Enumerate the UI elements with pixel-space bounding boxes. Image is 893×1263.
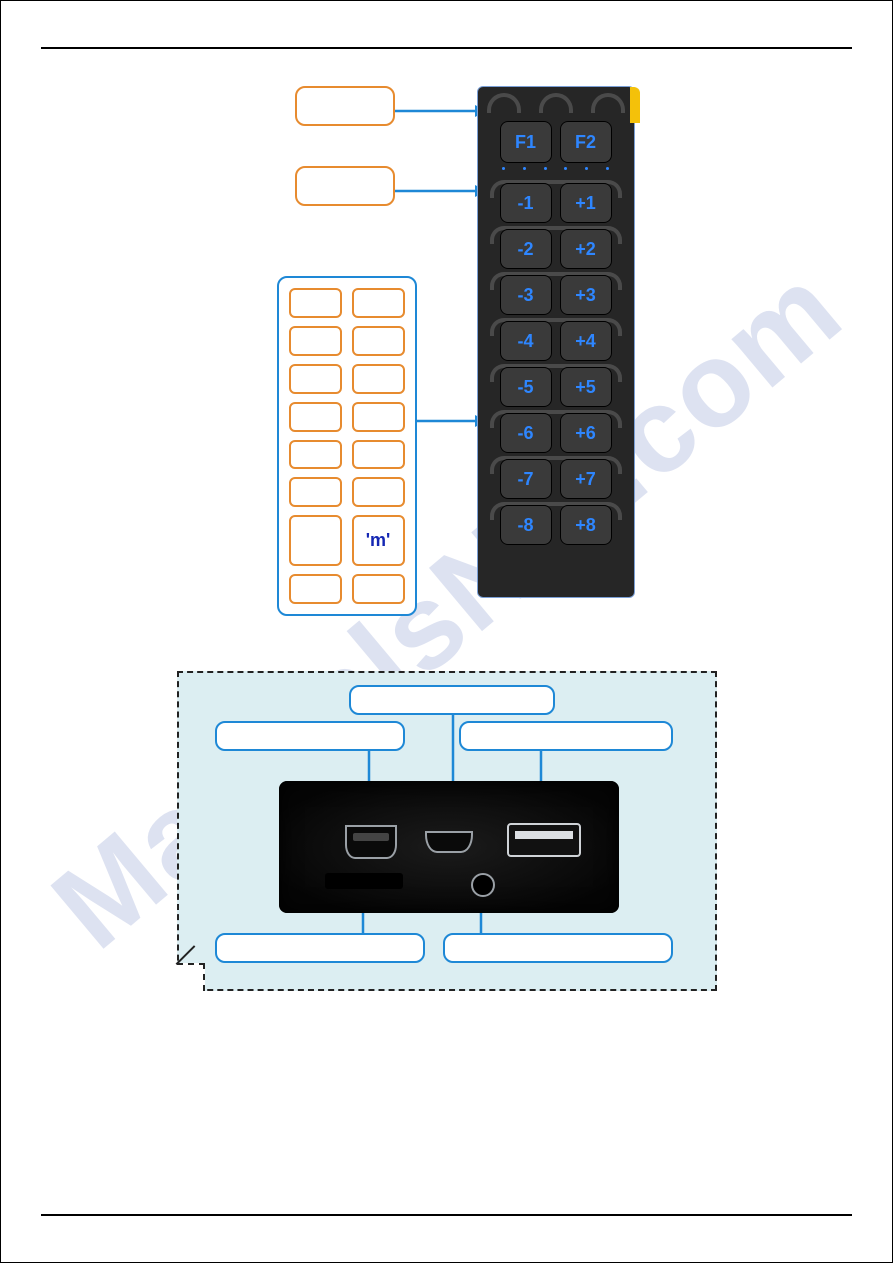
key-f2: F2: [560, 121, 612, 163]
grid-cell: [289, 574, 342, 604]
key-plus8: +8: [560, 505, 612, 545]
grid-cell: [289, 326, 342, 356]
fn-row: F1 F2: [478, 121, 634, 163]
key-minus2: -2: [500, 229, 552, 269]
key-minus7: -7: [500, 459, 552, 499]
card-slot-icon: [325, 873, 403, 889]
grid-cell-m: 'm': [352, 515, 405, 566]
grid-cell: [352, 288, 405, 318]
port-label-top: [349, 685, 555, 715]
grid-cell: [352, 440, 405, 470]
grid-cell: [289, 402, 342, 432]
callout-top: [295, 86, 395, 126]
grid-cell: [352, 402, 405, 432]
port-label-right: [459, 721, 673, 751]
arch-row: [478, 93, 634, 115]
grid-cell: [352, 364, 405, 394]
key-plus7: +7: [560, 459, 612, 499]
grid-cell: [352, 477, 405, 507]
device-bottom: [279, 781, 619, 913]
micro-usb-icon: [425, 831, 473, 853]
grid-cell: [352, 326, 405, 356]
callout-grid: 'm': [277, 276, 417, 616]
key-minus6: -6: [500, 413, 552, 453]
key-minus3: -3: [500, 275, 552, 315]
top-rule: [41, 47, 852, 49]
port-label-left: [215, 721, 405, 751]
key-plus3: +3: [560, 275, 612, 315]
grid-cell: [289, 440, 342, 470]
key-minus4: -4: [500, 321, 552, 361]
usb-a-icon: [507, 823, 581, 857]
grid-cell: [289, 515, 342, 566]
ports-diagram: [177, 671, 717, 991]
key-f1: F1: [500, 121, 552, 163]
key-minus8: -8: [500, 505, 552, 545]
audio-jack-icon: [471, 873, 495, 897]
port-label-bottom-left: [215, 933, 425, 963]
key-plus1: +1: [560, 183, 612, 223]
mini-usb-icon: [345, 825, 397, 859]
grid-cell: [352, 574, 405, 604]
key-minus1: -1: [500, 183, 552, 223]
key-minus5: -5: [500, 367, 552, 407]
key-plus6: +6: [560, 413, 612, 453]
keypad-diagram: 'm' F1: [277, 86, 677, 616]
key-plus2: +2: [560, 229, 612, 269]
grid-cell: [289, 364, 342, 394]
dashed-panel: [177, 671, 717, 991]
keypad-panel: F1 F2 -1+1 -2+2 -3+3 -4+4 -5+5 -6+6 -7+7…: [477, 86, 635, 598]
grid-cell: [289, 477, 342, 507]
key-plus4: +4: [560, 321, 612, 361]
callout-fn: [295, 166, 395, 206]
grid-cell: [289, 288, 342, 318]
indicator-dots: [478, 167, 634, 177]
number-column: -1+1 -2+2 -3+3 -4+4 -5+5 -6+6 -7+7 -8+8: [478, 183, 634, 589]
key-plus5: +5: [560, 367, 612, 407]
bottom-rule: [41, 1214, 852, 1216]
